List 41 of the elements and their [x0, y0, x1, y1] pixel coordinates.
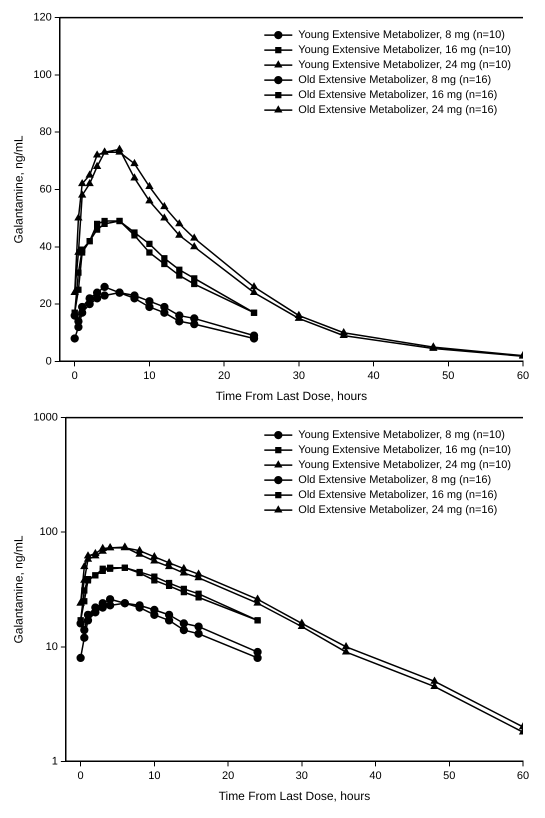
x-tick-label: 0 [72, 370, 78, 382]
legend-label: Young Extensive Metabolizer, 24 mg (n=10) [298, 59, 512, 72]
x-axis-title: Time From Last Dose, hours [218, 789, 370, 804]
y-tick-label: 100 [40, 526, 58, 538]
legend-label: Old Extensive Metabolizer, 16 mg (n=16) [298, 89, 498, 102]
y-tick-label: 0 [46, 355, 52, 368]
y-tick-label: 80 [40, 126, 52, 138]
y-tick-label: 60 [40, 184, 52, 196]
x-tick-label: 20 [218, 370, 230, 382]
x-tick-label: 50 [443, 770, 456, 782]
y-tick-label: 1000 [33, 412, 58, 424]
legend-label: Young Extensive Metabolizer, 24 mg (n=10) [298, 459, 512, 472]
y-tick-label: 10 [46, 640, 58, 653]
legend-label: Young Extensive Metabolizer, 8 mg (n=10) [298, 29, 505, 42]
legend-label: Old Extensive Metabolizer, 16 mg (n=16) [298, 489, 498, 502]
y-tick-label: 100 [33, 68, 52, 81]
y-tick-label: 20 [40, 298, 52, 310]
legend-label: Old Extensive Metabolizer, 8 mg (n=16) [298, 474, 492, 486]
x-tick-label: 40 [367, 370, 380, 382]
legend-label: Old Extensive Metabolizer, 8 mg (n=16) [298, 74, 492, 86]
x-tick-label: 30 [296, 770, 308, 782]
x-tick-label: 60 [516, 370, 530, 382]
legend-label: Old Extensive Metabolizer, 24 mg (n=16) [298, 504, 498, 516]
y-tick-label: 40 [40, 240, 52, 253]
y-axis-title: Galantamine, ng/mL [12, 535, 26, 644]
y-axis-title: Galantamine, ng/mL [12, 135, 26, 244]
y-tick-label: 1 [52, 755, 58, 768]
legend-label: Young Extensive Metabolizer, 16 mg (n=10) [298, 444, 512, 456]
x-tick-label: 10 [148, 770, 160, 782]
y-tick-label: 120 [33, 12, 52, 24]
x-tick-label: 60 [516, 770, 530, 782]
x-tick-label: 20 [222, 770, 234, 782]
legend-label: Young Extensive Metabolizer, 16 mg (n=10) [298, 44, 512, 56]
legend-label: Young Extensive Metabolizer, 8 mg (n=10) [298, 429, 505, 442]
legend-label: Old Extensive Metabolizer, 24 mg (n=16) [298, 104, 498, 116]
x-tick-label: 10 [143, 370, 156, 382]
x-tick-label: 0 [78, 770, 84, 782]
x-tick-label: 30 [292, 370, 305, 382]
x-tick-label: 40 [369, 770, 382, 782]
x-axis-title: Time From Last Dose, hours [216, 389, 368, 404]
x-tick-label: 50 [442, 370, 454, 382]
